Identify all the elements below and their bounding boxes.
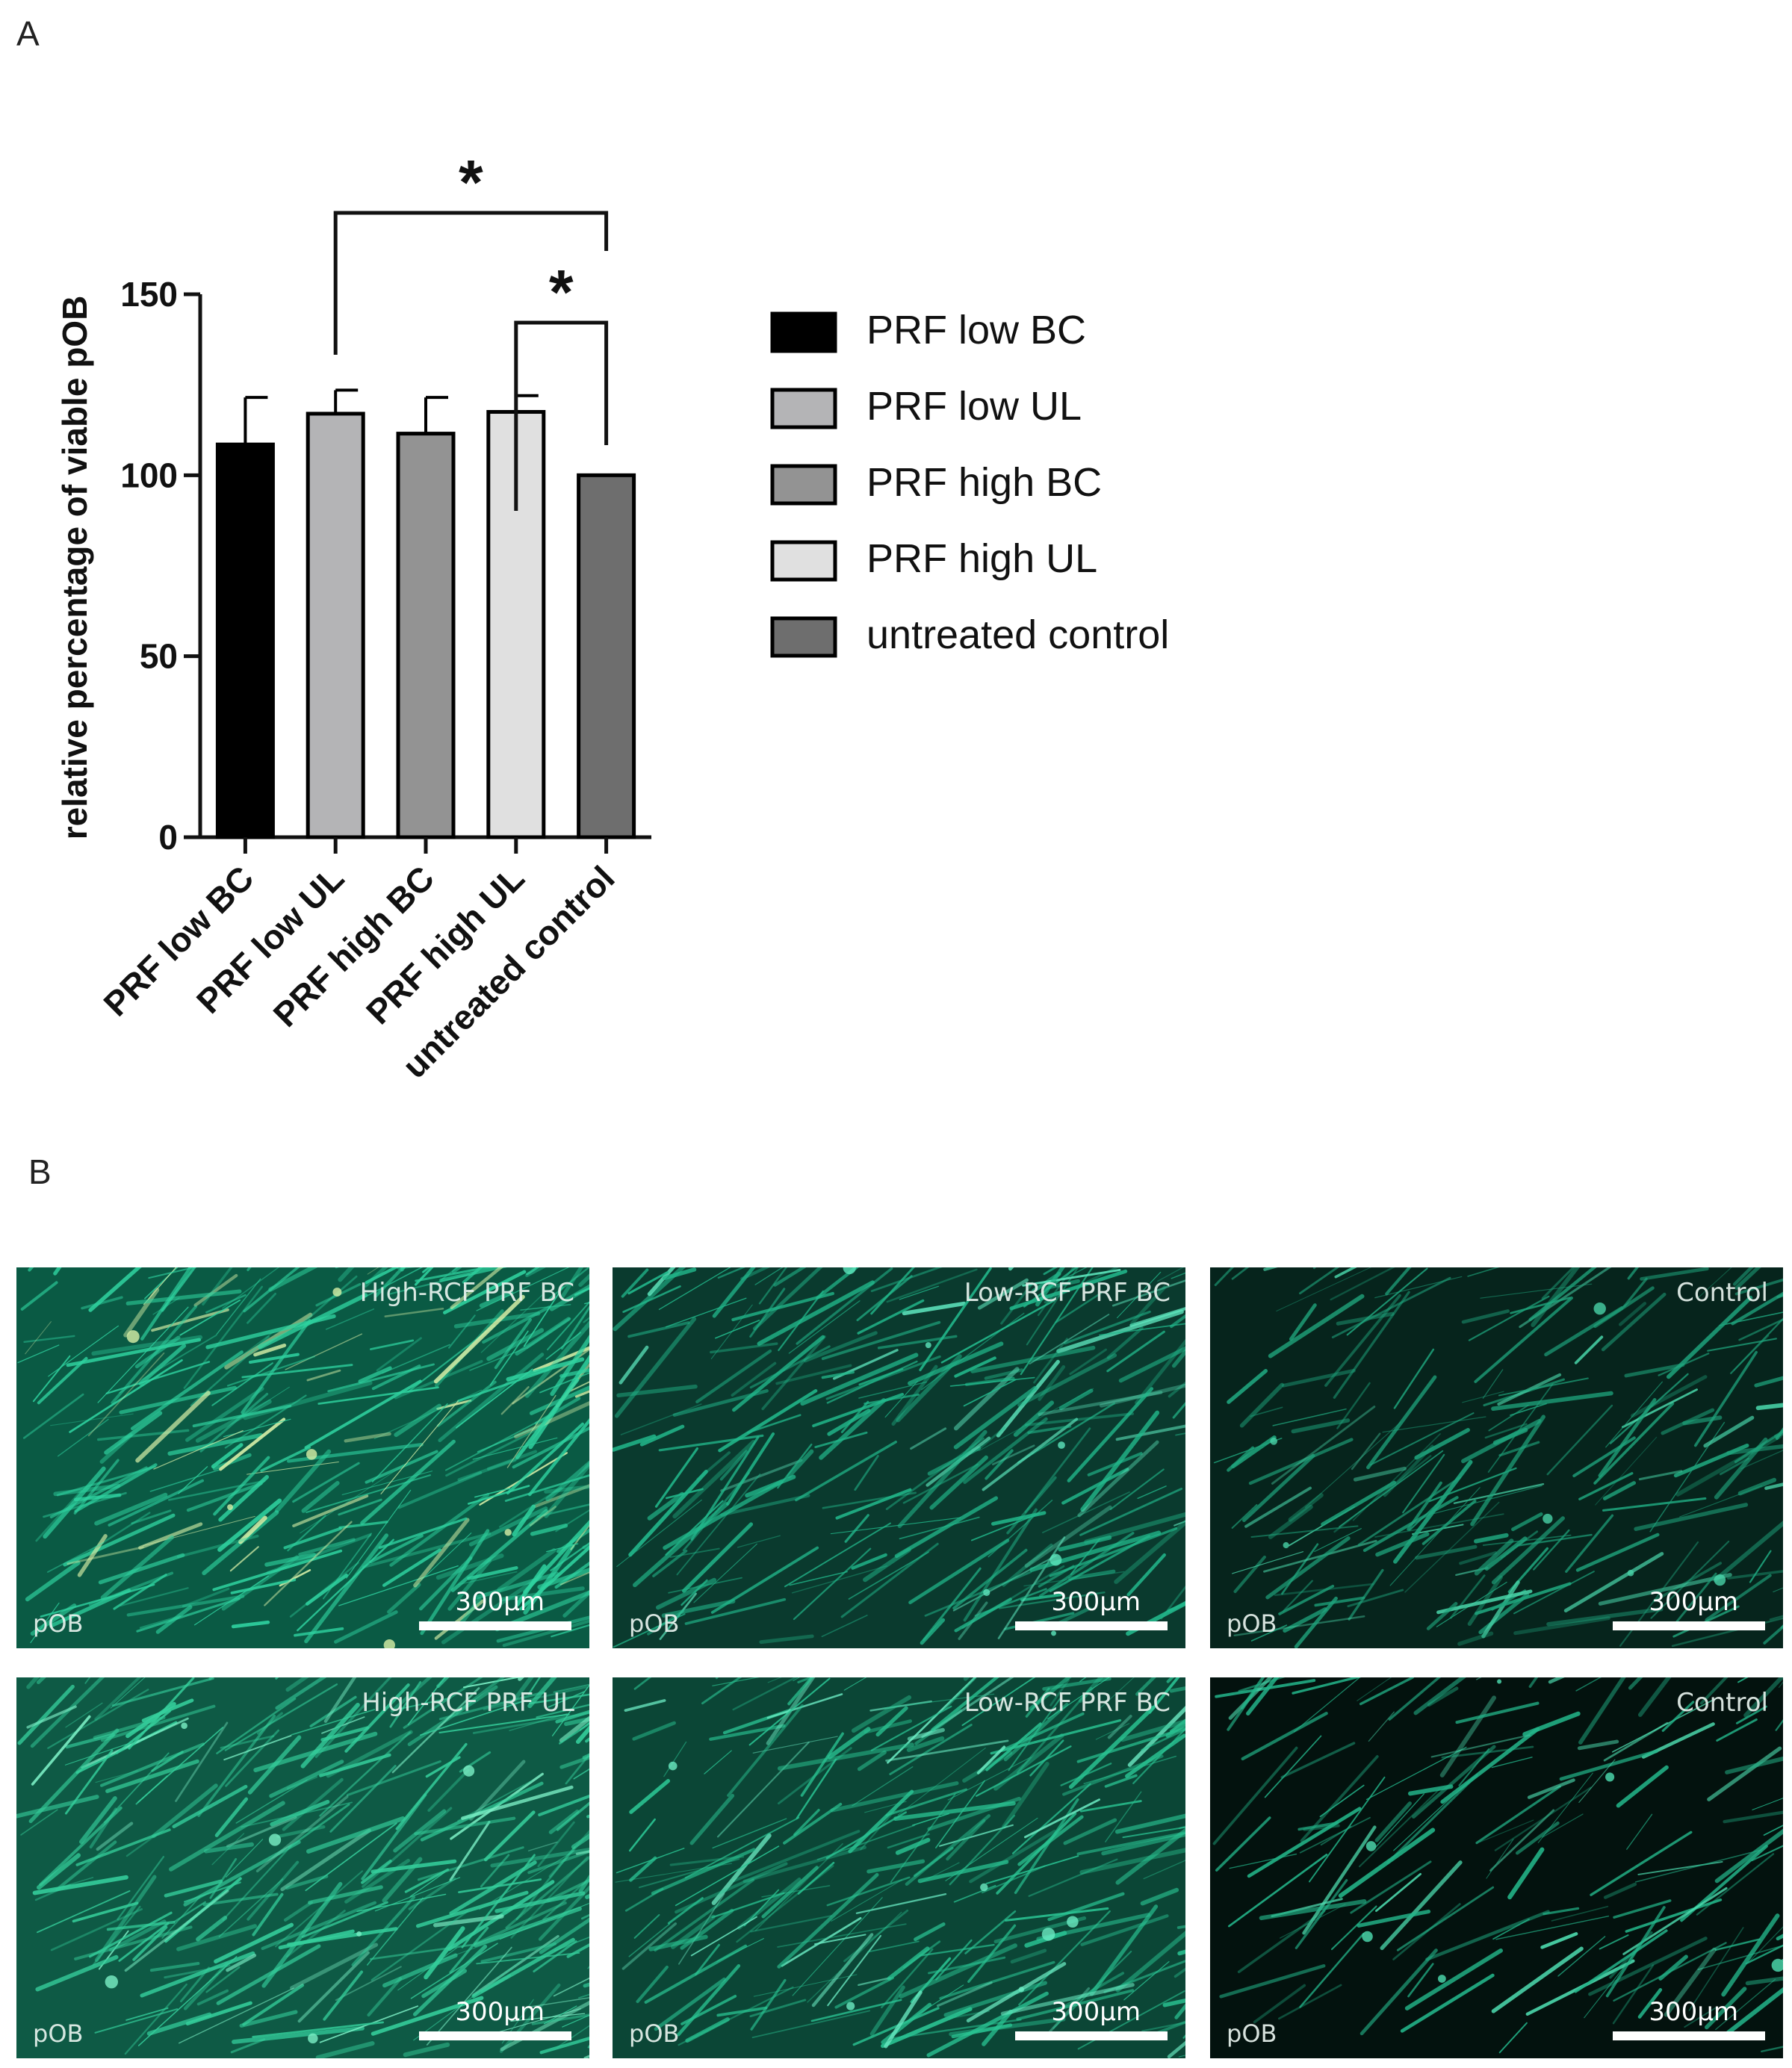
legend-swatch [770,311,837,353]
micrograph-texture [1212,1677,1783,2054]
scale-bar [419,2031,571,2040]
scale-bar [1015,1621,1168,1630]
micrograph: Low-RCF PRF BC pOB 300µm [613,1677,1185,2058]
legend-swatch [770,616,837,658]
micrograph-cell-label: pOB [629,2019,680,2048]
y-tick-label: 0 [158,818,178,857]
legend-label: untreated control [866,612,1169,657]
legend-swatch [770,540,837,582]
micrograph-title: Control [1676,1278,1768,1308]
scale-bar [1015,2031,1168,2040]
significance-bracket [514,320,609,511]
micrograph-texture [613,1267,1185,1648]
chart-marks: 0 50 100 150 relative percentage of viable p… [55,147,651,1086]
x-tick-label: PRF high UL [359,858,532,1031]
micrograph-texture [615,1677,1185,2058]
y-tick-label: 50 [140,637,178,676]
bar [306,412,365,839]
micrograph-cell-label: pOB [1227,2019,1277,2048]
legend-label: PRF high UL [866,536,1097,581]
bar [215,442,275,839]
scale-bar-label: 300µm [455,1997,545,2027]
significance-star: * [459,147,483,217]
micrograph-cell-label: pOB [33,1609,84,1638]
legend-label: PRF low BC [866,308,1086,353]
micrograph: Control pOB 300µm [1210,1267,1783,1648]
chart-legend: PRF low BC PRF low UL PRF high BC PRF high … [770,308,1169,658]
micrograph-cell-label: pOB [33,2019,84,2048]
y-tick-label: 100 [120,456,178,494]
y-tick-label: 150 [120,275,178,314]
micrograph-texture [16,1677,589,2058]
significance-bracket [333,211,609,355]
scale-bar [1613,2031,1765,2040]
micrograph-title: Control [1676,1688,1768,1718]
bar [577,473,636,839]
micrograph-title: High-RCF PRF UL [362,1688,574,1718]
scale-bar [1613,1621,1765,1630]
micrograph: Low-RCF PRF BC pOB 300µm [613,1267,1185,1648]
legend-label: PRF high BC [866,460,1102,505]
significance-star: * [549,257,574,327]
micrograph: High-RCF PRF UL pOB 300µm [16,1677,589,2058]
bar [396,432,456,839]
micrograph: High-RCF PRF BC pOB 300µm [16,1267,589,1648]
scale-bar [419,1621,571,1630]
scale-bar-label: 300µm [1051,1587,1141,1617]
micrograph-texture [17,1267,589,1648]
micrograph: Control pOB 300µm [1210,1677,1783,2058]
x-tick-label: PRF high BC [266,858,442,1034]
bar-chart: 0 50 100 150 relative percentage of viable p… [55,147,1169,1086]
y-axis-label: relative percentage of viable pOB [55,296,94,840]
panel-a-label: A [16,14,40,53]
legend-label: PRF low UL [866,384,1082,429]
scale-bar-label: 300µm [1051,1997,1141,2027]
panel-b-label: B [28,1152,52,1191]
scale-bar-label: 300µm [455,1587,545,1617]
legend-swatch [770,388,837,429]
micrograph-texture [1213,1267,1783,1648]
scale-bar-label: 300µm [1649,1997,1738,2027]
micrograph-title: Low-RCF PRF BC [964,1688,1171,1718]
micrograph-cell-label: pOB [629,1609,680,1638]
legend-swatch [770,464,837,506]
micrograph-title: Low-RCF PRF BC [964,1278,1171,1308]
scale-bar-label: 300µm [1649,1587,1738,1617]
micrograph-cell-label: pOB [1227,1609,1277,1638]
micrograph-title: High-RCF PRF BC [359,1278,574,1308]
